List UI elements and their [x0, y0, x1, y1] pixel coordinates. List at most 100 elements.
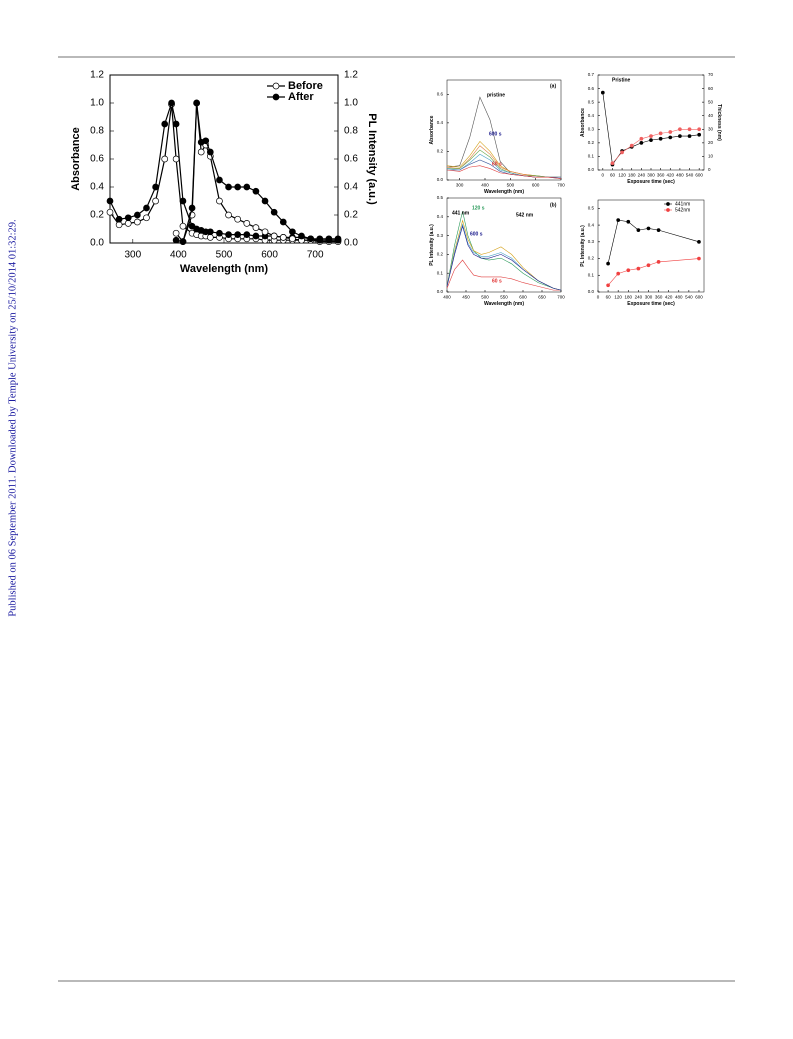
data-point: [626, 219, 631, 224]
x-tick-label: 480: [675, 295, 683, 300]
data-point: [270, 232, 278, 240]
y-tick-label: 0.8: [90, 126, 104, 137]
y-tick-label: 40: [708, 113, 714, 118]
plot-frame: [597, 199, 705, 293]
data-point: [606, 261, 610, 266]
data-point: [616, 218, 621, 222]
annotation: 120 s: [472, 205, 485, 211]
y-tick-label: 70: [708, 72, 714, 77]
y-axis-label: Absorbance: [70, 127, 82, 191]
x-tick-label: 0: [602, 173, 605, 178]
y-tick-label: 0.4: [437, 120, 444, 125]
data-point: [172, 120, 180, 128]
data-point: [261, 228, 269, 236]
annotation: 441 nm: [452, 210, 470, 216]
annotation: 600 s: [470, 231, 483, 237]
x-tick-label: 600: [695, 173, 703, 178]
data-point: [646, 263, 651, 268]
data-point: [124, 214, 132, 222]
data-point: [252, 232, 260, 240]
y-tick-label: 0.2: [437, 252, 444, 257]
data-point: [289, 228, 296, 236]
data-point: [307, 235, 314, 243]
annotation: Pristine: [612, 77, 631, 83]
x-tick-label: 400: [170, 250, 187, 261]
data-point: [225, 211, 232, 219]
x-tick-label: 300: [645, 295, 653, 300]
data-point: [649, 134, 653, 138]
data-point: [649, 138, 653, 142]
data-point: [639, 141, 644, 145]
data-point: [646, 226, 651, 231]
data-point: [168, 99, 175, 107]
data-point: [193, 99, 200, 107]
data-point: [134, 218, 141, 226]
data-point: [197, 148, 205, 156]
legend-label: After: [288, 91, 314, 103]
x-tick-label: 600: [695, 295, 703, 300]
data-point: [179, 197, 187, 205]
data-point: [134, 211, 141, 219]
data-point: [270, 208, 278, 216]
x-tick-label: 420: [665, 295, 673, 300]
data-point: [626, 268, 631, 273]
x-tick-label: 180: [628, 173, 636, 178]
data-point: [325, 236, 333, 244]
data-point: [616, 271, 621, 276]
annotation: 60 s: [492, 278, 502, 284]
data-point: [261, 197, 269, 205]
x-tick-label: 60: [610, 173, 616, 178]
data-point: [152, 183, 159, 191]
y-tick-label: 0.4: [588, 113, 595, 118]
data-point: [243, 220, 251, 227]
x-tick-label: 120: [614, 295, 622, 300]
data-point: [106, 208, 114, 216]
x-tick-label: 60: [606, 295, 612, 300]
series-line: [446, 225, 562, 291]
legend-marker: [272, 93, 280, 101]
y-tick-label: 20: [708, 140, 714, 145]
data-point: [115, 221, 123, 229]
y-tick-label: 0.3: [437, 233, 444, 238]
data-point: [216, 197, 223, 205]
legend-label: 542nm: [675, 207, 690, 213]
data-point: [678, 127, 682, 132]
plot-frame: [446, 79, 562, 181]
legend-marker: [666, 202, 670, 206]
data-point: [216, 176, 223, 184]
data-point: [234, 231, 242, 238]
x-tick-label: 500: [507, 183, 515, 188]
x-tick-label: 400: [481, 183, 489, 188]
y-tick-label: 1.2: [344, 70, 358, 81]
y-tick-label: 0.5: [588, 206, 595, 211]
annotation: 542 nm: [516, 212, 534, 218]
y-tick-label: 0.2: [588, 256, 595, 261]
data-point: [656, 228, 661, 232]
y-tick-label: 0.5: [437, 195, 444, 200]
x-tick-label: 240: [635, 295, 643, 300]
x-tick-label: 550: [500, 295, 508, 300]
y-tick-label: 0.6: [344, 154, 358, 165]
data-point: [279, 218, 287, 226]
x-tick-label: 360: [657, 173, 665, 178]
x-tick-label: 360: [655, 295, 663, 300]
y-axis-label: Absorbance: [429, 115, 435, 144]
data-point: [161, 120, 169, 128]
y-tick-label: 0.0: [588, 289, 595, 294]
y-tick-label: 0.1: [588, 272, 595, 277]
data-point: [252, 187, 260, 195]
y-tick-label: 0.4: [588, 222, 595, 227]
x-tick-label: 400: [443, 295, 451, 300]
data-point: [678, 134, 682, 138]
series-line: [612, 128, 700, 164]
y-tick-label: 0.4: [344, 182, 358, 193]
data-point: [697, 132, 702, 137]
data-point: [143, 204, 150, 212]
side-note: Published on 06 September 2011. Download…: [7, 219, 18, 616]
y-tick-label: 0.0: [90, 238, 104, 249]
y2-axis-label: Thickness (nm): [716, 104, 722, 141]
data-point: [697, 127, 702, 132]
x-tick-label: 420: [667, 173, 675, 178]
